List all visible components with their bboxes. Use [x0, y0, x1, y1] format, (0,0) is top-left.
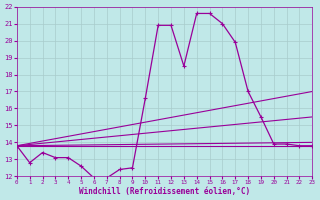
X-axis label: Windchill (Refroidissement éolien,°C): Windchill (Refroidissement éolien,°C): [79, 187, 250, 196]
